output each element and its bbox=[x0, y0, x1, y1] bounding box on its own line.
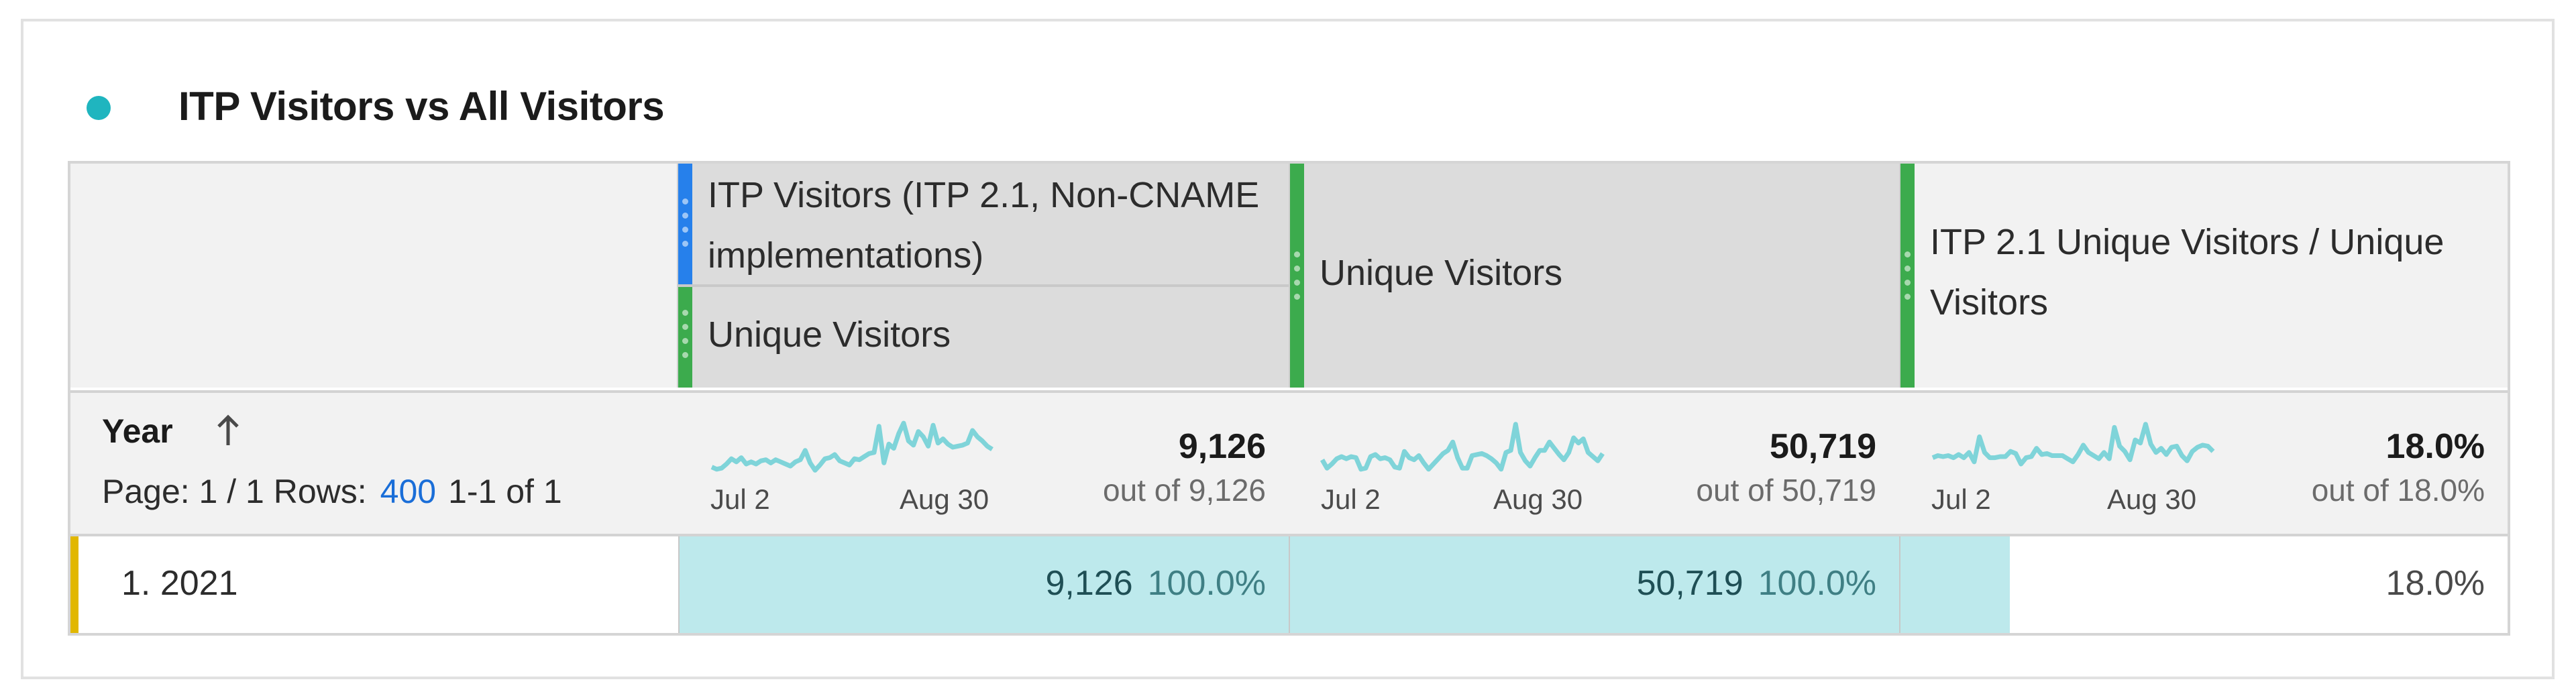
pagination-info: Page: 1 / 1 Rows: 400 1-1 of 1 bbox=[102, 472, 562, 511]
summary-cell-col2: Jul 2 Aug 30 50,719 out of 50,719 bbox=[1289, 393, 1899, 534]
cell-number: 50,719 bbox=[1636, 564, 1743, 603]
row-dimension-value[interactable]: 1. 2021 bbox=[121, 564, 238, 603]
grip-dot-icon bbox=[1294, 251, 1300, 257]
pager-page-label: Page: 1 / 1 Rows: bbox=[102, 473, 367, 510]
summary-cell-col1: Jul 2 Aug 30 9,126 out of 9,126 bbox=[678, 393, 1289, 534]
rows-per-page-link[interactable]: 400 bbox=[380, 473, 437, 510]
sparkline-end-label: Aug 30 bbox=[2107, 483, 2197, 515]
sort-ascending-arrow-icon[interactable] bbox=[215, 413, 241, 448]
sparkline-end-label: Aug 30 bbox=[1493, 483, 1583, 515]
panel-title[interactable]: ITP Visitors vs All Visitors bbox=[178, 84, 665, 129]
cell-number: 18.0% bbox=[2385, 564, 2485, 603]
cell-value: 50,719 100.0% bbox=[1637, 563, 1876, 603]
sparkline-chart[interactable] bbox=[1318, 417, 1607, 477]
grip-dot-icon bbox=[1294, 266, 1300, 272]
column-header-metric-3[interactable]: ITP 2.1 Unique Visitors / Unique Visitor… bbox=[1899, 164, 2508, 388]
sparkline-start-label: Jul 2 bbox=[1931, 483, 1991, 515]
table-row[interactable]: 1. 2021 9,126 100.0% 50,719 100.0% 18.0% bbox=[70, 536, 2508, 633]
cell-bar-fill bbox=[680, 536, 1289, 633]
metric-label: Unique Visitors bbox=[1320, 253, 1563, 293]
grip-dot-icon bbox=[682, 338, 688, 344]
dimension-header-label[interactable]: Year bbox=[102, 412, 173, 450]
column-total: 9,126 bbox=[1178, 427, 1266, 466]
grip-dot-icon bbox=[1904, 280, 1911, 286]
row-cell-col2[interactable]: 50,719 100.0% bbox=[1289, 536, 1899, 633]
cell-bar-fill bbox=[1290, 536, 1899, 633]
metric-label: Unique Visitors bbox=[708, 314, 951, 355]
row-cell-col1[interactable]: 9,126 100.0% bbox=[678, 536, 1289, 633]
grip-dot-icon bbox=[682, 310, 688, 316]
cell-value: 9,126 100.0% bbox=[1045, 563, 1266, 603]
cell-percent: 100.0% bbox=[1758, 564, 1876, 603]
grip-dot-icon bbox=[682, 227, 688, 233]
column-header-segment-itp[interactable]: ITP Visitors (ITP 2.1, Non-CNAME impleme… bbox=[678, 164, 1289, 284]
column-total-out-of: out of 9,126 bbox=[1103, 473, 1266, 508]
grip-dot-icon bbox=[1904, 266, 1911, 272]
metric-label: ITP 2.1 Unique Visitors / Unique Visitor… bbox=[1930, 222, 2445, 323]
row-cell-col3[interactable]: 18.0% bbox=[1899, 536, 2508, 633]
cell-number: 9,126 bbox=[1045, 564, 1133, 603]
sparkline-start-label: Jul 2 bbox=[710, 483, 770, 515]
segment-drag-handle[interactable] bbox=[678, 164, 692, 284]
sparkline-chart[interactable] bbox=[708, 417, 996, 477]
metric-drag-handle[interactable] bbox=[1290, 164, 1304, 388]
column-total: 50,719 bbox=[1769, 427, 1876, 466]
grip-dot-icon bbox=[682, 324, 688, 330]
grip-dot-icon bbox=[682, 352, 688, 358]
summary-cell-col3: Jul 2 Aug 30 18.0% out of 18.0% bbox=[1899, 393, 2508, 534]
freeform-table: ITP Visitors (ITP 2.1, Non-CNAME impleme… bbox=[68, 161, 2510, 636]
column-total-out-of: out of 18.0% bbox=[2311, 473, 2485, 508]
pager-range: 1-1 of 1 bbox=[448, 473, 562, 510]
row-selection-marker bbox=[70, 536, 78, 633]
cell-percent: 100.0% bbox=[1147, 564, 1266, 603]
metric-drag-handle[interactable] bbox=[678, 287, 692, 388]
sparkline-chart[interactable] bbox=[1929, 417, 2217, 477]
grip-dot-icon bbox=[1294, 294, 1300, 300]
grip-dot-icon bbox=[682, 213, 688, 219]
cell-bar-fill bbox=[1900, 536, 2010, 633]
panel-status-dot bbox=[87, 96, 111, 120]
segment-label: ITP Visitors (ITP 2.1, Non-CNAME impleme… bbox=[708, 175, 1260, 276]
column-header-metric-2[interactable]: Unique Visitors bbox=[1289, 164, 1899, 388]
sparkline-end-label: Aug 30 bbox=[900, 483, 989, 515]
dimension-header-blank bbox=[70, 164, 678, 388]
grip-dot-icon bbox=[1294, 280, 1300, 286]
metric-drag-handle[interactable] bbox=[1900, 164, 1915, 388]
column-total-out-of: out of 50,719 bbox=[1696, 473, 1876, 508]
grip-dot-icon bbox=[682, 198, 688, 205]
column-header-metric-1[interactable]: Unique Visitors bbox=[678, 287, 1289, 388]
sparkline-start-label: Jul 2 bbox=[1321, 483, 1381, 515]
summary-row: Year Page: 1 / 1 Rows: 400 1-1 of 1 Jul 2 … bbox=[70, 390, 2508, 536]
grip-dot-icon bbox=[1904, 294, 1911, 300]
cell-value: 18.0% bbox=[2386, 563, 2485, 603]
grip-dot-icon bbox=[1904, 251, 1911, 257]
column-total: 18.0% bbox=[2385, 427, 2485, 466]
grip-dot-icon bbox=[682, 241, 688, 247]
header-divider bbox=[678, 284, 1289, 287]
